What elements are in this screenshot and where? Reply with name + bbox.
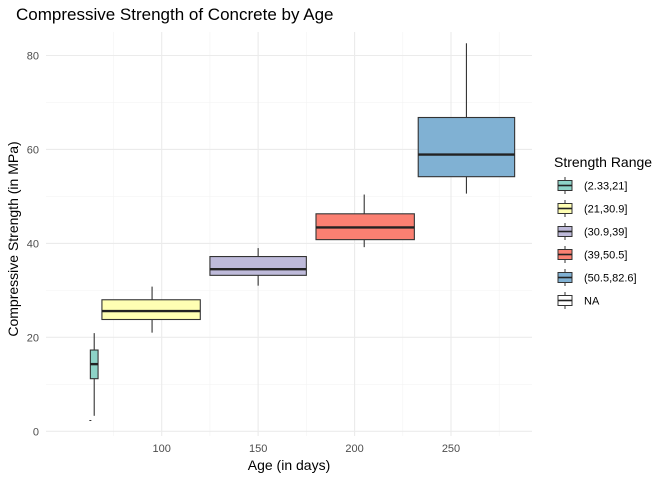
legend-key xyxy=(557,269,573,286)
legend-title: Strength Range xyxy=(554,154,652,170)
ticks: 100 150 200 250 0 20 40 60 80 xyxy=(27,50,460,455)
legend-key xyxy=(557,223,573,240)
legend-label: NA xyxy=(584,296,600,308)
legend-key xyxy=(557,200,573,217)
legend-label: (50.5,82.6] xyxy=(584,273,637,285)
legend: Strength Range (2.33,21] (21,30.9] (30.9,3… xyxy=(554,154,652,309)
x-tick-label: 200 xyxy=(345,443,363,455)
legend-label: (30.9,39] xyxy=(584,227,627,239)
boxes xyxy=(89,43,516,421)
legend-key xyxy=(557,246,573,263)
x-tick-label: 150 xyxy=(249,443,267,455)
box-(2.33,21] xyxy=(89,333,99,416)
x-axis-title: Age (in days) xyxy=(248,457,330,473)
x-tick-label: 250 xyxy=(442,443,460,455)
legend-key xyxy=(557,292,573,309)
box-(50.5,82.6] xyxy=(417,43,516,194)
box-body xyxy=(417,116,516,178)
legend-label: (39,50.5] xyxy=(584,250,627,262)
box-body xyxy=(101,299,201,321)
box-(21,30.9] xyxy=(101,286,201,333)
y-tick-label: 60 xyxy=(27,144,39,156)
box-(39,50.5] xyxy=(315,194,415,248)
legend-label: (21,30.9] xyxy=(584,204,627,216)
legend-label: (2.33,21] xyxy=(584,181,627,193)
x-tick-label: 100 xyxy=(153,443,171,455)
box-body xyxy=(209,255,307,276)
y-tick-label: 80 xyxy=(27,50,39,62)
y-tick-label: 20 xyxy=(27,332,39,344)
box-(30.9,39] xyxy=(209,248,307,286)
grid xyxy=(46,32,532,436)
y-tick-label: 40 xyxy=(27,238,39,250)
legend-key xyxy=(557,177,573,194)
y-tick-label: 0 xyxy=(33,426,39,438)
y-axis-title: Compressive Strength (in MPa) xyxy=(5,141,21,336)
chart-title: Compressive Strength of Concrete by Age xyxy=(16,5,334,24)
